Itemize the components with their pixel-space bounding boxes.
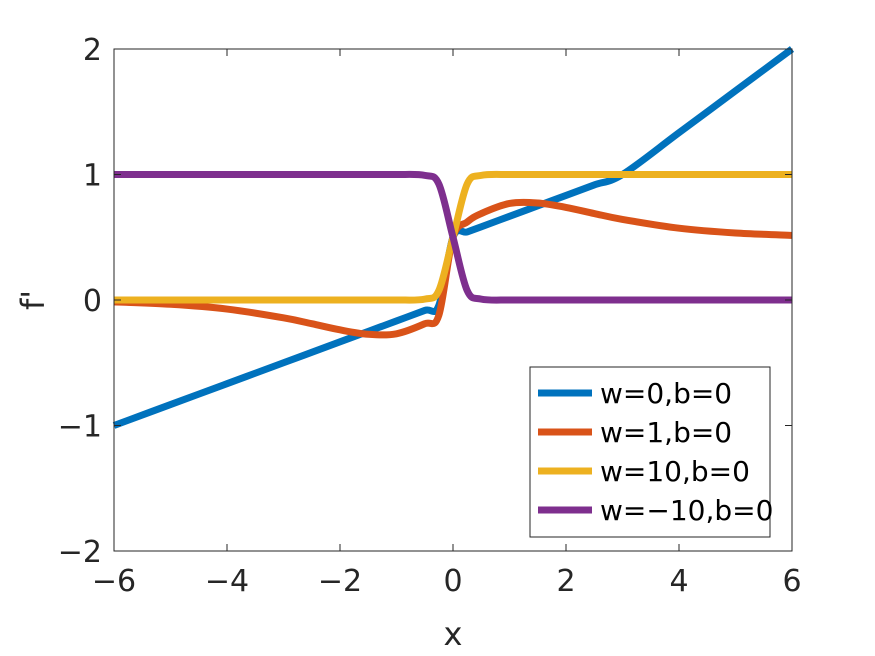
x-tick-label: −6: [92, 564, 136, 599]
x-axis-label: x: [444, 615, 463, 653]
legend: w=0,b=0 w=1,b=0 w=10,b=0 w=−10,b=0: [529, 366, 773, 538]
series-line-4: [114, 170, 792, 304]
series-group: [112, 46, 795, 429]
legend-label-3: w=10,b=0: [600, 455, 750, 488]
y-tick-label: 0: [83, 284, 102, 319]
x-tick-label: 0: [443, 564, 462, 599]
y-tick-label: −2: [58, 535, 102, 570]
legend-label-1: w=0,b=0: [600, 377, 732, 410]
x-tick-label: 6: [782, 564, 801, 599]
y-tick-label: 1: [83, 159, 102, 194]
legend-label-4: w=−10,b=0: [600, 494, 773, 527]
y-axis-label: f': [14, 290, 52, 310]
y-tick-label: −1: [58, 410, 102, 445]
x-tick-label: −2: [318, 564, 362, 599]
ticks: −6 −4 −2 0 2 4 6 −2 −1 0 1 2: [58, 33, 802, 599]
legend-label-2: w=1,b=0: [600, 416, 732, 449]
x-tick-label: 4: [669, 564, 688, 599]
x-tick-label: 2: [556, 564, 575, 599]
y-tick-label: 2: [83, 33, 102, 68]
series-line-2: [113, 198, 793, 339]
x-tick-label: −4: [205, 564, 249, 599]
